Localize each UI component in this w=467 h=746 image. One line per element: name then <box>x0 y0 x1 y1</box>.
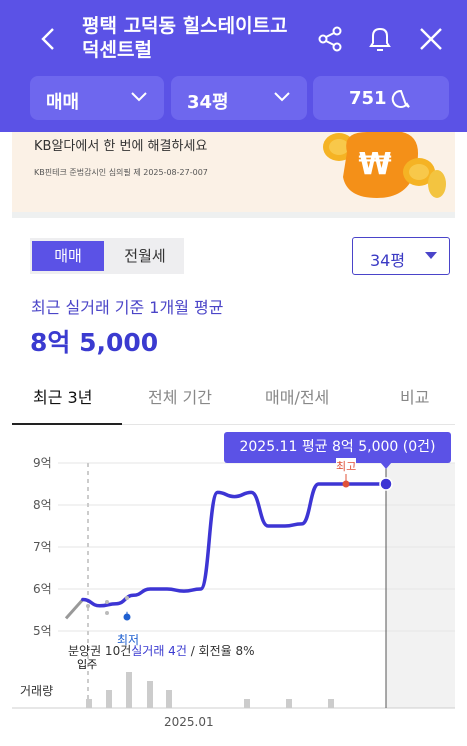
summary-label: 최근 실거래 기준 1개월 평균 <box>31 298 224 317</box>
y-tick-label: 9억 <box>33 456 52 470</box>
size-select[interactable]: 34평 <box>352 237 450 275</box>
qna-count: 751 <box>349 88 387 109</box>
volume-bar <box>106 690 112 708</box>
volume-bar <box>244 699 250 708</box>
high-marker-dot <box>342 480 350 488</box>
current-point <box>379 477 393 491</box>
high-marker-label: 최고 <box>336 458 357 474</box>
trade-dot <box>125 596 129 600</box>
volume-label: 거래량 <box>20 684 54 698</box>
banner-subtext: KB핀테크 준법감시인 심의필 제 2025-08-27-007 <box>34 168 208 177</box>
tab-sale-lease[interactable]: 매매/전세 <box>265 388 330 407</box>
app-header: 평택 고덕동 힐스테이트고덕센트럴 매매 34평 751 <box>0 0 467 132</box>
trade-count: 실거래 4건 <box>131 644 187 658</box>
price-chart[interactable]: 9억 8억 7억 6억 5억 <box>0 430 467 746</box>
ad-banner[interactable]: KB알다에서 한 번에 해결하세요 KB핀테크 준법감시인 심의필 제 2025… <box>12 132 455 212</box>
svg-text:₩: ₩ <box>358 147 391 182</box>
low-marker-dot <box>123 613 131 621</box>
volume-bar <box>286 699 292 708</box>
page-title: 평택 고덕동 힐스테이트고덕센트럴 <box>82 15 288 61</box>
trade-type-label: 매매 <box>46 92 80 113</box>
volume-bar <box>126 672 132 708</box>
toggle-sale[interactable]: 매매 <box>32 241 104 271</box>
price-line <box>81 482 388 608</box>
size-select-label: 34평 <box>370 251 406 270</box>
low-marker-label: 최저 <box>117 633 140 647</box>
trade-dot <box>105 600 109 604</box>
tab-divider <box>12 424 455 425</box>
x-tick-label: 2025.01 <box>164 715 214 729</box>
move-in-label: 입주 <box>77 658 98 671</box>
bell-icon[interactable] <box>365 24 395 54</box>
caret-down-icon <box>425 252 437 259</box>
qna-button[interactable]: 751 <box>313 76 449 120</box>
trade-dot <box>105 611 109 615</box>
share-icon[interactable] <box>315 24 345 54</box>
tooltip-pointer <box>380 462 392 469</box>
volume-bar <box>147 681 153 708</box>
chat-bubble-icon <box>391 89 410 108</box>
presale-count: 분양권 10건 <box>68 644 132 658</box>
turnover-rate: / 회전율 8% <box>186 644 255 658</box>
chart-info: 분양권 10건실거래 4건 / 회전율 8% <box>68 642 255 659</box>
close-icon[interactable] <box>416 24 446 54</box>
trade-dot <box>86 604 90 608</box>
tab-recent-3y[interactable]: 최근 3년 <box>33 388 93 407</box>
y-tick-label: 5억 <box>33 624 52 638</box>
y-tick-label: 7억 <box>33 540 52 554</box>
tab-compare[interactable]: 비교 <box>400 388 430 407</box>
summary-value: 8억 5,000 <box>30 328 159 357</box>
area-select[interactable]: 34평 <box>171 76 307 120</box>
y-tick-label: 6억 <box>33 582 52 596</box>
banner-divider <box>12 212 455 218</box>
presale-line <box>64 598 84 620</box>
banner-text: KB알다에서 한 번에 해결하세요 <box>34 139 208 154</box>
area-label: 34평 <box>187 92 229 113</box>
chevron-down-icon <box>131 92 147 102</box>
volume-bar <box>328 699 334 708</box>
volume-bar <box>86 699 92 708</box>
volume-bar <box>166 690 172 708</box>
y-tick-label: 8억 <box>33 498 52 512</box>
chart-tooltip: 2025.11 평균 8억 5,000 (0건) <box>224 432 451 463</box>
coin-pouch-icon: ₩ <box>323 132 446 198</box>
trade-type-select[interactable]: 매매 <box>30 76 164 120</box>
tab-all-period[interactable]: 전체 기간 <box>148 388 212 407</box>
chevron-down-icon <box>274 92 290 102</box>
trade-toggle: 매매 전월세 <box>30 238 184 274</box>
toggle-rent[interactable]: 전월세 <box>124 247 166 265</box>
back-arrow-icon[interactable] <box>34 24 64 54</box>
future-region <box>386 463 455 708</box>
active-tab-indicator <box>12 423 122 425</box>
